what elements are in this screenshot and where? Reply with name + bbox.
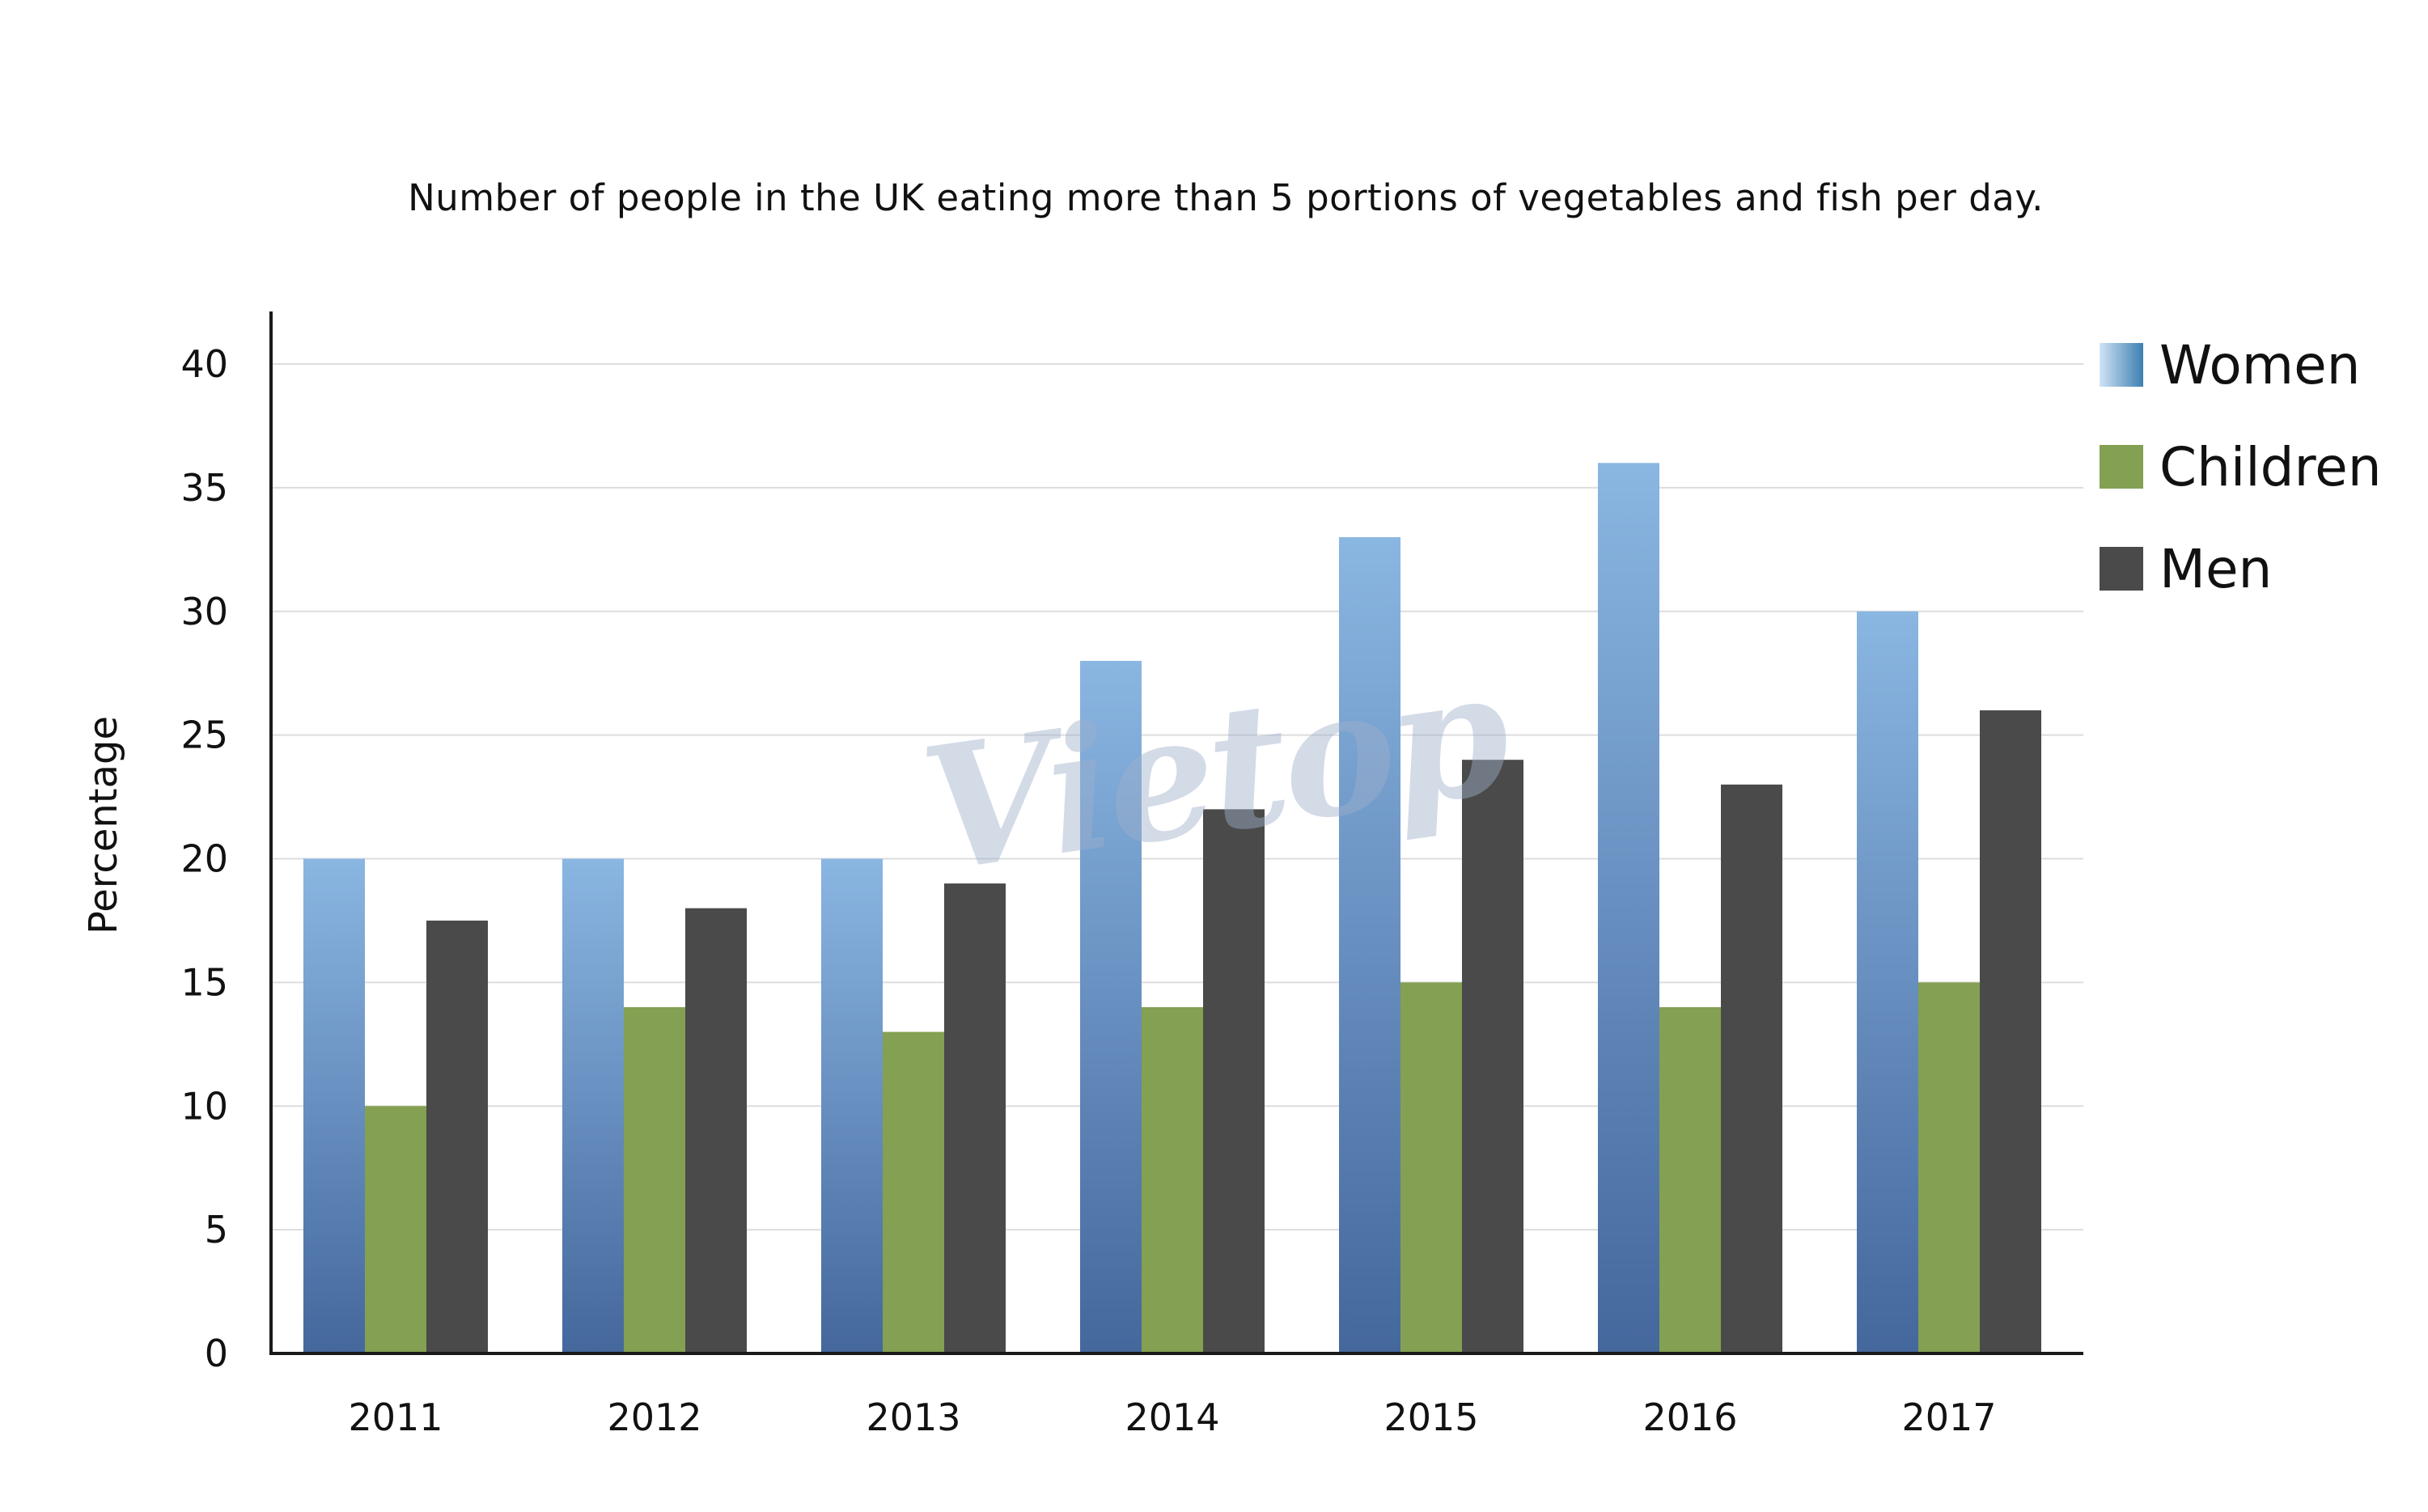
legend-label-women: Women [2159,333,2361,396]
x-tick-label: 2013 [866,1396,960,1439]
y-tick-label: 5 [205,1208,228,1252]
chart-title: Number of people in the UK eating more t… [408,176,2044,219]
legend-label-men: Men [2159,537,2273,600]
bars [303,463,2041,1353]
bar-women-2015 [1339,537,1400,1353]
bar-women-2014 [1080,660,1142,1353]
bar-women-2013 [821,858,883,1353]
x-tick-label: 2011 [348,1396,443,1439]
x-tick-label: 2017 [1901,1396,1996,1439]
bar-children-2015 [1400,982,1462,1353]
bar-women-2016 [1598,463,1659,1353]
x-tick-label: 2016 [1642,1396,1737,1439]
bar-men-2017 [1980,710,2041,1353]
x-tick-label: 2015 [1383,1396,1478,1439]
x-tick-label: 2014 [1125,1396,1219,1439]
y-tick-label: 30 [180,590,228,633]
bar-women-2011 [303,858,365,1353]
y-tick-label: 0 [205,1332,228,1375]
y-tick-label: 35 [180,466,228,510]
bar-children-2012 [624,1006,685,1353]
y-tick-labels: 0 5 10 15 20 25 30 35 40 [180,342,228,1375]
legend-item-men: Men [2100,518,2382,620]
legend: Women Children Men [2100,314,2382,620]
y-tick-label: 15 [180,960,228,1004]
y-tick-label: 40 [180,342,228,386]
legend-swatch-children [2100,445,2143,489]
x-tick-labels: 2011 2012 2013 2014 2015 2016 2017 [348,1396,1996,1439]
legend-label-children: Children [2159,435,2382,498]
bar-men-2013 [944,883,1006,1353]
legend-swatch-women [2100,343,2143,387]
y-tick-label: 10 [180,1084,228,1128]
bar-children-2014 [1142,1006,1203,1353]
bar-children-2013 [883,1031,944,1353]
y-tick-label: 20 [180,837,228,881]
y-tick-label: 25 [180,714,228,757]
bar-men-2015 [1462,760,1523,1353]
legend-item-children: Children [2100,416,2382,518]
bar-women-2017 [1857,611,1918,1353]
bar-women-2012 [562,858,624,1353]
bar-men-2011 [426,920,488,1353]
x-tick-label: 2012 [607,1396,701,1439]
bar-men-2012 [685,908,747,1353]
bar-men-2016 [1721,784,1782,1353]
legend-item-women: Women [2100,314,2382,416]
bar-men-2014 [1203,809,1265,1353]
bar-children-2016 [1659,1006,1721,1353]
axes [269,311,2083,1355]
legend-swatch-men [2100,547,2143,591]
bar-children-2017 [1918,982,1980,1353]
bar-children-2011 [365,1106,426,1353]
